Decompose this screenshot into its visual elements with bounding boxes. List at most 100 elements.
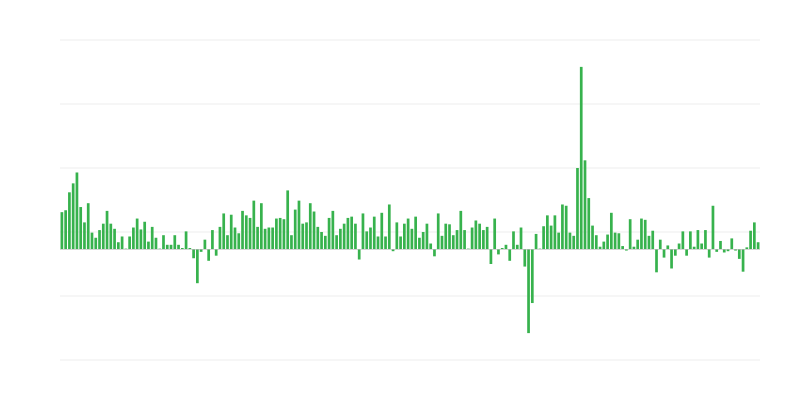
bar-8 [90, 232, 94, 250]
bar-77 [350, 216, 354, 250]
bar-72 [331, 210, 335, 250]
bar-161 [666, 245, 670, 250]
bar-143 [598, 246, 602, 250]
bar-163 [673, 249, 677, 256]
bar-38 [203, 239, 207, 250]
bar-105 [455, 230, 459, 250]
bar-88 [391, 249, 395, 252]
bar-34 [188, 248, 192, 250]
bar-138 [579, 66, 583, 250]
bar-3 [71, 183, 75, 250]
bar-84 [376, 236, 380, 250]
bar-39 [207, 249, 211, 261]
bar-30 [173, 235, 177, 250]
bar-73 [335, 235, 338, 250]
bar-156 [647, 235, 651, 250]
bar-165 [681, 231, 685, 250]
bar-128 [542, 226, 545, 250]
bar-147 [613, 232, 617, 250]
bar-98 [429, 243, 433, 250]
bar-1 [64, 210, 67, 250]
bar-67 [312, 211, 316, 250]
bar-52 [256, 226, 259, 250]
bar-102 [444, 223, 448, 250]
bar-142 [594, 235, 598, 250]
bar-151 [628, 219, 632, 250]
bar-31 [177, 244, 180, 250]
bar-121 [515, 244, 519, 250]
bar-22 [143, 221, 147, 250]
bar-141 [591, 225, 594, 250]
bar-29 [169, 244, 173, 250]
bar-111 [478, 223, 481, 250]
bar-78 [354, 223, 357, 250]
bar-14 [113, 228, 116, 250]
bar-48 [241, 210, 244, 250]
bar-80 [361, 213, 365, 250]
bar-96 [421, 232, 425, 250]
bar-32 [180, 248, 184, 250]
bar-169 [696, 230, 700, 250]
bar-150 [625, 249, 628, 251]
bar-70 [323, 235, 327, 250]
bar-173 [711, 205, 715, 250]
bar-7 [86, 203, 90, 250]
bar-33 [184, 231, 188, 250]
bar-90 [399, 236, 402, 250]
bar-170 [700, 243, 704, 250]
bar-62 [293, 209, 297, 250]
bar-59 [282, 219, 286, 250]
bar-60 [286, 190, 290, 250]
bar-89 [395, 222, 399, 250]
bar-40 [211, 230, 214, 250]
bar-182 [745, 247, 749, 250]
bar-6 [83, 222, 86, 250]
bar-47 [237, 233, 241, 250]
bar-157 [651, 230, 655, 250]
bar-46 [233, 227, 237, 250]
bar-158 [655, 249, 658, 273]
bar-35 [192, 249, 195, 259]
bar-112 [482, 230, 485, 250]
bar-87 [387, 204, 391, 250]
bar-118 [504, 244, 508, 250]
bar-139 [583, 160, 587, 250]
bar-113 [485, 226, 489, 250]
bar-23 [147, 241, 150, 250]
bar-75 [342, 223, 346, 250]
bar-4 [75, 172, 79, 250]
bar-99 [433, 249, 436, 257]
bar-148 [617, 233, 621, 250]
bar-154 [640, 218, 643, 250]
bar-76 [346, 217, 350, 250]
bar-125 [530, 249, 534, 304]
bar-109 [470, 227, 474, 250]
bar-152 [632, 246, 636, 250]
bar-126 [534, 233, 538, 250]
bar-69 [320, 232, 323, 250]
bar-177 [726, 249, 730, 252]
bar-175 [719, 240, 722, 250]
bar-24 [150, 226, 154, 250]
bar-153 [636, 239, 640, 250]
bar-56 [271, 227, 274, 250]
bar-132 [557, 232, 561, 250]
bar-123 [523, 249, 527, 267]
bar-28 [165, 244, 169, 250]
bar-13 [109, 223, 113, 250]
bar-68 [316, 226, 320, 250]
bar-25 [154, 237, 158, 250]
bar-104 [451, 235, 455, 250]
bar-50 [248, 217, 252, 250]
bar-183 [749, 230, 752, 250]
bar-124 [527, 249, 530, 334]
bar-37 [199, 249, 203, 252]
bar-166 [685, 249, 688, 256]
bar-160 [662, 249, 666, 258]
bar-9 [94, 237, 98, 250]
bar-135 [568, 232, 572, 250]
bar-0 [60, 212, 64, 250]
bar-81 [365, 231, 369, 250]
bar-101 [440, 235, 444, 250]
bar-54 [263, 228, 267, 250]
